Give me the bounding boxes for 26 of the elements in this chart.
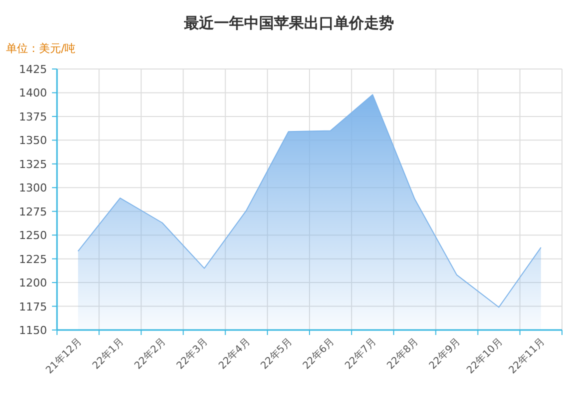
x-tick-label: 22年3月 <box>174 336 210 372</box>
x-tick-label: 22年2月 <box>132 336 168 372</box>
y-tick-label: 1250 <box>19 229 47 242</box>
y-tick-label: 1200 <box>19 276 47 290</box>
x-tick-label: 21年12月 <box>44 336 84 376</box>
y-tick-label: 1275 <box>19 205 47 218</box>
x-tick-label: 22年6月 <box>300 336 337 372</box>
y-tick-label: 1375 <box>19 110 47 124</box>
y-tick-label: 1300 <box>19 182 47 195</box>
x-tick-label: 22年8月 <box>384 336 421 372</box>
x-tick-label: 22年9月 <box>426 336 463 372</box>
y-tick-label: 1175 <box>19 300 47 314</box>
x-tick-label: 22年7月 <box>342 336 379 372</box>
y-tick-label: 1325 <box>19 158 47 171</box>
y-tick-label: 1400 <box>19 86 47 100</box>
y-tick-label: 1350 <box>19 134 47 148</box>
x-tick-label: 22年1月 <box>90 336 126 372</box>
x-tick-label: 22年4月 <box>216 336 252 372</box>
chart-title: 最近一年中国苹果出口单价走势 <box>183 14 394 32</box>
y-tick-label: 1150 <box>19 324 47 337</box>
y-tick-label: 1225 <box>19 252 47 266</box>
x-tick-label: 22年5月 <box>258 336 295 372</box>
x-tick-label: 22年11月 <box>506 336 548 376</box>
y-tick-label: 1425 <box>19 63 47 76</box>
y-axis-title: 单位：美元/吨 <box>6 42 76 55</box>
x-tick-label: 22年10月 <box>464 336 505 376</box>
